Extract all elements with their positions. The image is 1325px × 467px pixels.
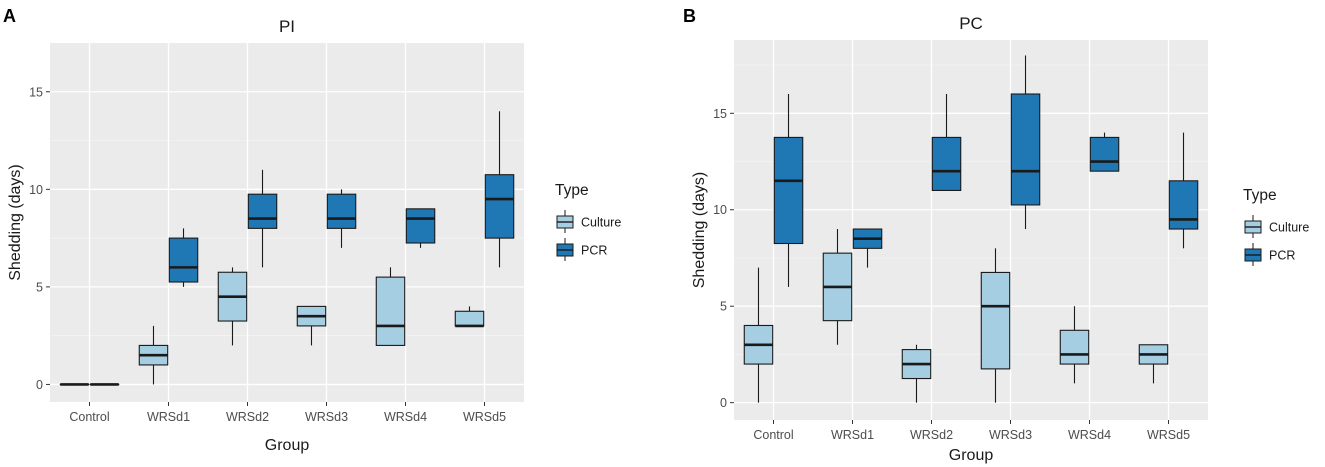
legend-label: PCR <box>1269 249 1295 263</box>
box-iqr <box>247 193 278 229</box>
x-tick-label: WRSd1 <box>831 428 874 442</box>
x-tick-label: WRSd2 <box>910 428 953 442</box>
box-pcr-wrsd3 <box>1010 55 1041 230</box>
box-iqr <box>1059 329 1090 365</box>
legend-entry-culture: Culture <box>1244 215 1309 238</box>
box-culture-wrsd4 <box>375 267 406 346</box>
box-pcr-wrsd2 <box>247 169 278 268</box>
legend-entry-pcr: PCR <box>1244 243 1295 266</box>
box-culture-wrsd5 <box>454 306 485 328</box>
box-pcr-wrsd5 <box>1168 132 1199 249</box>
box-culture-wrsd4 <box>1059 306 1090 384</box>
x-axis-label: Group <box>265 437 310 454</box>
y-tick-label: 10 <box>713 203 727 217</box>
box-pcr-wrsd3 <box>326 189 357 248</box>
y-axis-label: Shedding (days) <box>691 172 708 289</box>
box-iqr <box>931 136 962 192</box>
x-tick-label: WRSd3 <box>305 410 348 424</box>
box-pcr-wrsd1 <box>168 228 199 287</box>
box-culture-wrsd3 <box>296 305 327 346</box>
box-culture-wrsd2 <box>217 267 248 346</box>
y-tick-label: 0 <box>36 378 43 392</box>
y-tick-label: 10 <box>29 183 43 197</box>
box-culture-wrsd5 <box>1138 344 1169 384</box>
legend-label: Culture <box>581 216 621 230</box>
y-tick-label: 15 <box>29 85 43 99</box>
x-tick-label: WRSd3 <box>989 428 1032 442</box>
box-pcr-wrsd4 <box>405 208 436 248</box>
panel-a: 0 5 10 15 Control WRSd1 WRSd2 WRSd3 WRSd4 WRSd5 PI… <box>3 6 621 454</box>
box-pcr-wrsd2 <box>931 94 962 192</box>
box-iqr <box>1168 180 1199 230</box>
legend-label: Culture <box>1269 221 1309 235</box>
legend-title: Type <box>555 182 589 199</box>
box-iqr <box>773 136 804 245</box>
y-tick-label: 5 <box>720 300 727 314</box>
x-tick-label: WRSd4 <box>1068 428 1111 442</box>
plot-background <box>50 43 524 402</box>
box-iqr <box>375 276 406 346</box>
box-iqr <box>1010 93 1041 206</box>
panel-b: 0 5 10 15 Control WRSd1 WRSd2 WRSd3 WRSd4 WRSd5 PC… <box>683 6 1309 464</box>
box-pcr-control <box>773 94 804 287</box>
box-iqr <box>405 208 436 244</box>
box-pcr-wrsd4 <box>1089 132 1120 172</box>
panel-label: B <box>683 6 696 26</box>
y-tick-label: 0 <box>720 396 727 410</box>
box-culture-wrsd1 <box>822 229 853 345</box>
box-iqr <box>980 271 1011 370</box>
box-iqr <box>168 237 199 283</box>
box-pcr-wrsd1 <box>852 228 883 268</box>
legend: Type Culture PCR <box>555 182 621 261</box>
box-culture-wrsd3 <box>980 248 1011 403</box>
legend-entry-pcr: PCR <box>556 238 607 261</box>
x-axis-label: Group <box>949 447 994 464</box>
chart-title: PC <box>959 14 983 33</box>
y-tick-label: 15 <box>713 107 727 121</box>
legend: Type Culture PCR <box>1243 187 1309 266</box>
box-iqr <box>484 174 515 239</box>
chart-title: PI <box>279 17 295 36</box>
x-tick-label: WRSd4 <box>384 410 427 424</box>
legend-title: Type <box>1243 187 1277 204</box>
box-pcr-wrsd5 <box>484 111 515 268</box>
x-tick-label: Control <box>69 410 109 424</box>
box-iqr <box>454 310 485 327</box>
y-tick-label: 5 <box>36 280 43 294</box>
box-iqr <box>1089 136 1120 172</box>
box-culture-wrsd2 <box>901 344 932 403</box>
box-culture-control <box>743 267 774 403</box>
box-culture-wrsd1 <box>138 325 169 385</box>
x-tick-label: WRSd5 <box>463 410 506 424</box>
plot-background <box>734 40 1208 420</box>
x-tick-label: WRSd5 <box>1147 428 1190 442</box>
box-iqr <box>326 193 357 229</box>
panel-label: A <box>3 6 16 26</box>
y-axis-label: Shedding (days) <box>7 164 24 281</box>
x-tick-label: WRSd1 <box>147 410 190 424</box>
legend-label: PCR <box>581 244 607 258</box>
x-tick-label: WRSd2 <box>226 410 269 424</box>
legend-entry-culture: Culture <box>556 210 621 233</box>
x-tick-label: Control <box>753 428 793 442</box>
